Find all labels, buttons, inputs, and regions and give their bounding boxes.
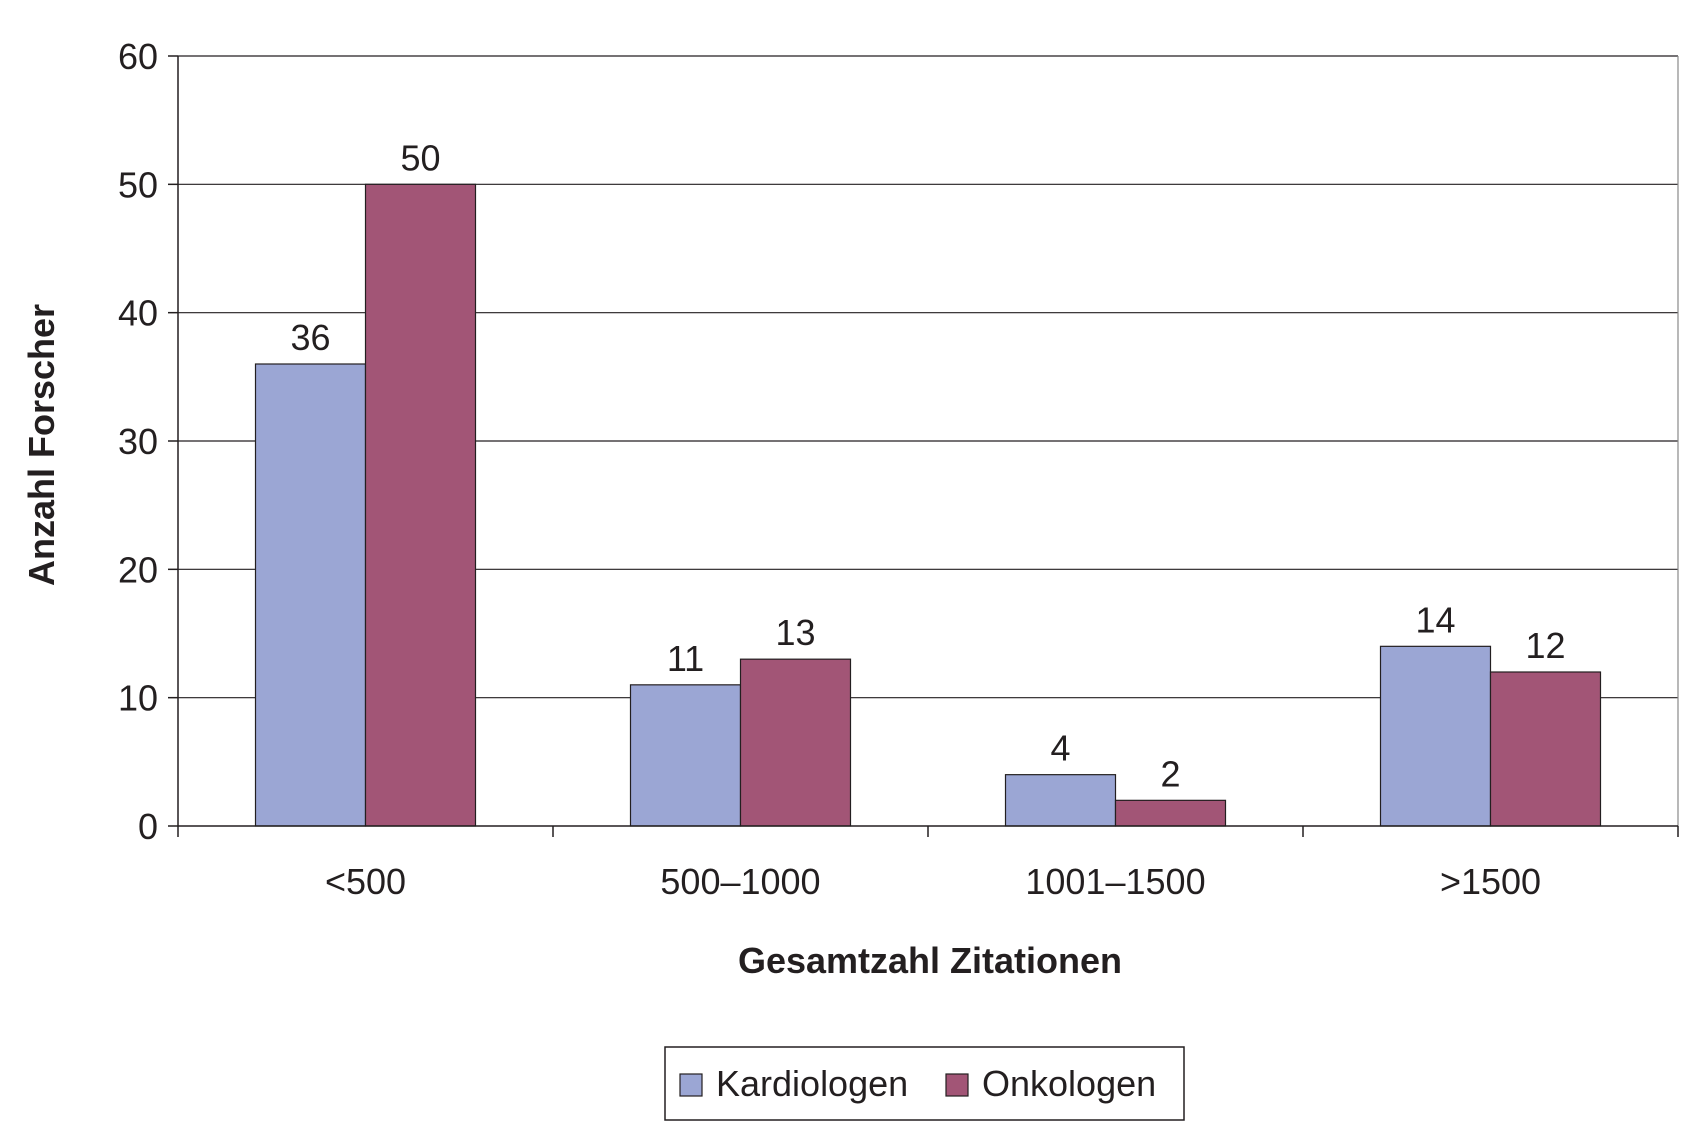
- data-label-kardiologen-500: 36: [290, 317, 330, 358]
- legend-swatch-onkologen: [945, 1073, 969, 1097]
- legend-box: [664, 1046, 1185, 1121]
- bar-onkologen-500: [364, 183, 477, 827]
- x-tick-label-1001-1500: 1001–1500: [1025, 861, 1205, 902]
- legend: Kardiologen Onkologen: [664, 1046, 1185, 1121]
- legend-swatch-kardiologen: [679, 1073, 703, 1097]
- y-tick-labels: 0 10 20 30 40 50 60: [118, 36, 158, 847]
- bar-kardiologen-1500: [1379, 645, 1492, 827]
- data-label-kardiologen-1001-1500: 4: [1050, 728, 1070, 769]
- bar-onkologen-1001-1500: [1114, 799, 1227, 827]
- x-tick-label-500: <500: [325, 861, 406, 902]
- data-label-onkologen-500-1000: 13: [775, 612, 815, 653]
- x-tick-labels: <500 500–1000 1001–1500 >1500: [325, 861, 1541, 902]
- y-tick-label-0: 0: [138, 806, 158, 847]
- y-axis-title: Anzahl Forscher: [21, 304, 62, 586]
- data-label-onkologen-500: 50: [400, 137, 440, 178]
- legend-label-onkologen: Onkologen: [982, 1063, 1156, 1104]
- x-axis-title: Gesamtzahl Zitationen: [738, 940, 1122, 981]
- axes: [168, 55, 1679, 837]
- y-tick-label-60: 60: [118, 36, 158, 77]
- y-tick-label-30: 30: [118, 421, 158, 462]
- bar-kardiologen-1001-1500: [1004, 774, 1117, 827]
- legend-label-kardiologen: Kardiologen: [716, 1063, 908, 1104]
- y-tick-label-40: 40: [118, 293, 158, 334]
- data-labels: 36 50 11 13 4 2 14 12: [290, 137, 1565, 794]
- data-label-kardiologen-1500: 14: [1415, 599, 1455, 640]
- bar-kardiologen-500-1000: [629, 684, 742, 827]
- y-tick-label-10: 10: [118, 678, 158, 719]
- x-tick-label-500-1000: 500–1000: [660, 861, 820, 902]
- y-tick-label-20: 20: [118, 549, 158, 590]
- y-tick-label-50: 50: [118, 164, 158, 205]
- bars: [254, 183, 1602, 827]
- bar-onkologen-1500: [1489, 671, 1602, 827]
- bar-kardiologen-500: [254, 363, 367, 827]
- x-tick-label-1500: >1500: [1440, 861, 1541, 902]
- bar-onkologen-500-1000: [739, 658, 852, 827]
- data-label-onkologen-1500: 12: [1525, 625, 1565, 666]
- data-label-onkologen-1001-1500: 2: [1160, 753, 1180, 794]
- data-label-kardiologen-500-1000: 11: [667, 638, 704, 679]
